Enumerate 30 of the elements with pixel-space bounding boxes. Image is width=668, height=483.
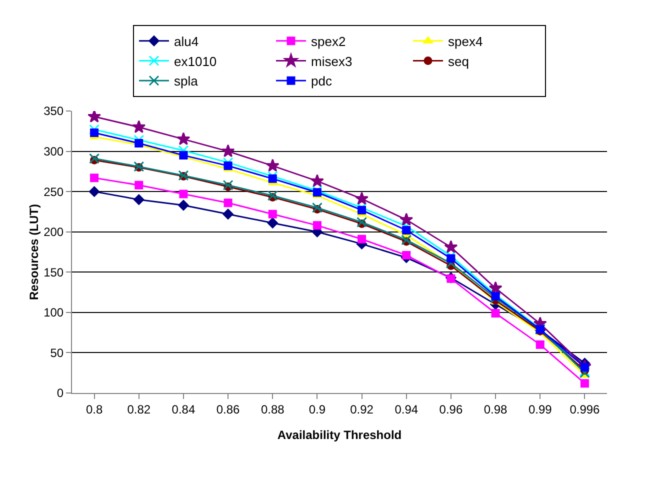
x-tick-label: 0.996 — [570, 402, 600, 416]
legend-label: spex2 — [311, 34, 346, 49]
y-tick-label: 250 — [44, 184, 64, 199]
x-tick-label: 0.94 — [394, 402, 418, 416]
y-tick-label: 150 — [44, 265, 64, 280]
y-tick-label: 0 — [56, 386, 64, 400]
x-tick-label: 0.92 — [350, 402, 374, 416]
y-tick-label: 200 — [44, 225, 64, 240]
x-tick-label: 0.84 — [172, 402, 196, 416]
legend-label: spex4 — [448, 34, 483, 49]
x-axis-title: Availability Threshold — [277, 428, 402, 442]
x-tick-label: 0.99 — [528, 402, 552, 416]
legend-label: spla — [174, 74, 199, 89]
x-tick-label: 0.88 — [260, 402, 285, 416]
legend-label: seq — [448, 54, 469, 69]
legend-label: alu4 — [174, 34, 199, 49]
legend-label: pdc — [311, 74, 332, 89]
legend-label: misex3 — [311, 54, 352, 69]
y-axis-title: Resources (LUT) — [27, 204, 41, 300]
x-tick-label: 0.98 — [484, 402, 508, 416]
legend-label: ex1010 — [174, 54, 217, 69]
y-tick-label: 300 — [44, 144, 64, 158]
x-tick-label: 0.82 — [127, 402, 151, 416]
y-tick-label: 100 — [44, 306, 64, 320]
x-tick-label: 0.9 — [308, 402, 326, 416]
x-tick-label: 0.8 — [86, 402, 103, 416]
x-tick-label: 0.96 — [439, 402, 463, 416]
x-tick-label: 0.86 — [216, 402, 240, 416]
y-tick-label: 50 — [50, 346, 64, 360]
y-tick-label: 350 — [44, 104, 64, 118]
